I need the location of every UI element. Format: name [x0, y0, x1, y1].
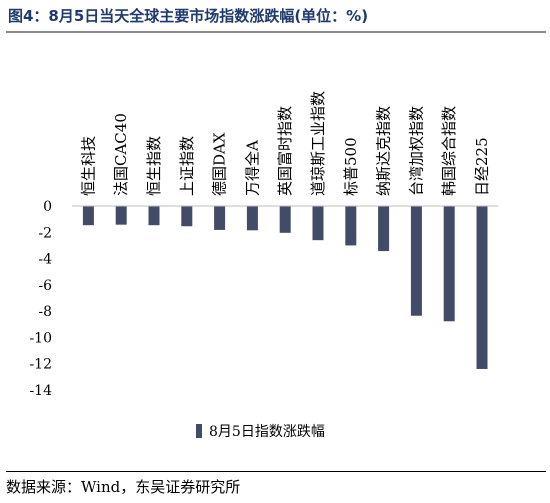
- bar: [246, 206, 258, 231]
- source-note: 数据来源：Wind，东吴证券研究所: [6, 478, 241, 496]
- bar: [82, 206, 94, 226]
- category-labels: 恒生科技 法国CAC40 恒生指数 上证指数 德国DAX 万得全A 英国富时指数 道琼斯工业指…: [79, 91, 491, 196]
- bar: [181, 206, 193, 227]
- bar: [312, 206, 324, 241]
- y-tick-label: -2: [38, 225, 52, 241]
- category-label: 上证指数: [178, 136, 196, 196]
- y-tick-label: -8: [38, 304, 52, 320]
- bar: [148, 206, 160, 226]
- y-tick-label: -6: [38, 278, 52, 294]
- y-tick-label: -12: [29, 357, 52, 373]
- y-tick-label: -14: [29, 383, 52, 399]
- bar: [115, 206, 127, 225]
- legend-swatch: [196, 424, 202, 438]
- category-label: 日经225: [473, 137, 491, 196]
- title-divider: [6, 31, 546, 33]
- bar: [279, 206, 291, 233]
- y-axis: 0 -2 -4 -6 -8 -10 -12 -14: [29, 199, 52, 399]
- bar: [476, 206, 488, 369]
- category-label: 恒生科技: [79, 136, 97, 196]
- bar: [443, 206, 455, 322]
- source-divider: [6, 471, 546, 472]
- category-label: 道琼斯工业指数: [309, 91, 327, 196]
- category-label: 恒生指数: [145, 136, 163, 196]
- bar: [378, 206, 390, 252]
- bars: [82, 206, 488, 369]
- bar-chart: 0 -2 -4 -6 -8 -10 -12 -14 恒生科技 法国CAC40 恒生指数 上证指数 德国…: [29, 91, 499, 399]
- y-tick-label: -4: [38, 252, 52, 268]
- category-label: 德国DAX: [211, 132, 229, 196]
- bar: [214, 206, 226, 230]
- category-label: 英国富时指数: [276, 106, 294, 196]
- category-label: 法国CAC40: [112, 113, 130, 196]
- legend: 8月5日指数涨跌幅: [196, 421, 325, 441]
- category-label: 标普500: [342, 137, 360, 196]
- category-label: 纳斯达克指数: [375, 106, 393, 196]
- category-label: 台湾加权指数: [407, 106, 425, 196]
- y-tick-label: -10: [29, 330, 52, 346]
- y-tick-label: 0: [43, 199, 52, 215]
- category-label: 万得全A: [243, 140, 261, 196]
- chart-title: 图4：8月5日当天全球主要市场指数涨跌幅(单位：%): [8, 7, 369, 25]
- bar: [410, 206, 422, 316]
- legend-label: 8月5日指数涨跌幅: [209, 424, 325, 440]
- category-label: 韩国综合指数: [440, 106, 458, 196]
- bar: [345, 206, 357, 246]
